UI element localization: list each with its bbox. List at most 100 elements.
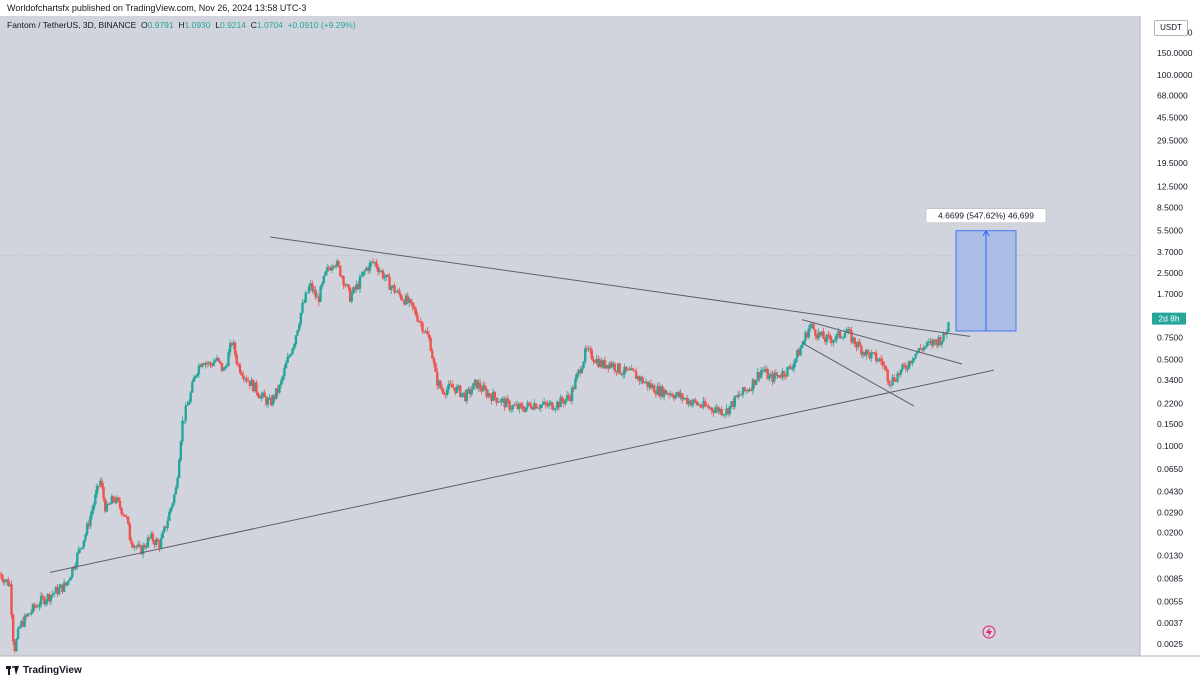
candle-body — [347, 284, 350, 288]
candle-body — [874, 352, 878, 361]
candle-body — [886, 369, 889, 382]
candle-body — [457, 385, 460, 387]
candle-body — [598, 360, 602, 367]
candle-body — [95, 485, 99, 495]
candle-body — [697, 404, 700, 406]
candle-body — [644, 381, 648, 383]
candle-body — [559, 397, 562, 408]
candle-body — [251, 379, 255, 392]
candle-body — [733, 395, 736, 407]
candle-body — [148, 537, 151, 539]
candle-body — [620, 373, 623, 375]
high-label: H — [178, 20, 185, 30]
candle-body — [322, 275, 326, 283]
candle-body — [122, 514, 125, 515]
candle-body — [902, 364, 906, 366]
candle-body — [552, 409, 556, 411]
candle-body — [523, 409, 526, 412]
candle-body — [551, 402, 554, 410]
candle-body — [154, 539, 158, 546]
candle-body — [357, 284, 360, 289]
candle-body — [242, 375, 245, 379]
candle-body — [605, 365, 608, 369]
time-tick-label: Apr — [1013, 661, 1026, 662]
candle-body — [159, 538, 163, 548]
candle-body — [49, 595, 53, 602]
candle-body — [462, 392, 465, 394]
candle-body — [77, 548, 81, 554]
candle-body — [741, 387, 745, 395]
trendline-wedge-upper — [801, 319, 963, 365]
time-tick-label: Apr — [813, 661, 826, 662]
candle-body — [311, 283, 314, 292]
candle-body — [718, 408, 722, 413]
publisher-header: Worldofchartsfx published on TradingView… — [0, 0, 1200, 16]
symbol-title: Fantom / TetherUS, 3D, BINANCE — [7, 20, 137, 30]
candle-body — [320, 282, 324, 287]
candle-body — [791, 368, 794, 370]
candle-body — [939, 337, 942, 345]
candle-body — [378, 270, 381, 272]
time-tick-label: Oct — [113, 661, 127, 662]
candle-body — [807, 328, 810, 338]
candle-body — [929, 341, 932, 343]
candle-body — [174, 487, 178, 495]
currency-selector[interactable]: USDT — [1154, 20, 1188, 36]
candle-body — [630, 368, 633, 371]
candle-body — [225, 366, 229, 367]
candle-body — [947, 322, 950, 332]
candle-body — [373, 261, 376, 263]
candle-body — [21, 621, 25, 627]
candle-body — [539, 404, 543, 409]
candle-body — [26, 613, 30, 617]
candle-body — [429, 338, 432, 351]
price-tick-label: 8.5000 — [1157, 202, 1183, 212]
candle-body — [625, 366, 628, 371]
candle-body — [820, 331, 824, 336]
candle-body — [353, 287, 357, 290]
candle-body — [912, 358, 916, 361]
candle-body — [140, 546, 143, 555]
candle-body — [835, 334, 838, 340]
candle-body — [34, 606, 38, 608]
measure-label-box — [925, 208, 1047, 224]
candle-body — [80, 547, 84, 549]
time-tick-label: Apr — [613, 661, 626, 662]
time-tick-label: Jul — [665, 661, 676, 662]
candle-body — [766, 368, 769, 380]
candle-body — [819, 332, 822, 336]
candle-body — [672, 396, 676, 399]
candle-body — [39, 595, 43, 605]
candle-body — [722, 414, 725, 416]
candle-body — [133, 546, 136, 548]
candle-body — [800, 344, 804, 348]
candle-body — [759, 370, 763, 378]
tradingview-logo[interactable]: TradingView — [6, 665, 82, 676]
candle-body — [896, 373, 899, 382]
candle-body — [868, 352, 871, 359]
candle-body — [575, 373, 579, 379]
candle-body — [656, 386, 659, 395]
candle-body — [36, 606, 40, 608]
candle-body — [776, 375, 779, 376]
candle-body — [465, 390, 469, 402]
price-tick-label: 2.5000 — [1157, 268, 1183, 278]
candle-body — [62, 582, 66, 592]
candle-body — [473, 379, 477, 383]
price-tick-label: 19.5000 — [1157, 158, 1188, 168]
candle-body — [69, 577, 72, 581]
trendline-wedge-lower — [801, 342, 915, 407]
candle-body — [740, 394, 743, 396]
current-price-tag-label: 2d 8h — [1158, 314, 1180, 324]
time-tick-label: 2025 — [961, 661, 980, 662]
candle-body — [87, 523, 90, 527]
candle-body — [66, 581, 69, 586]
open-label: O — [141, 20, 148, 30]
candle-body — [365, 267, 368, 271]
chart-canvas[interactable]: 220.0000150.0000100.000068.000045.500029… — [0, 16, 1200, 662]
candle-body — [250, 379, 253, 386]
candle-body — [493, 391, 496, 398]
candle-body — [454, 387, 457, 393]
candle-body — [289, 354, 293, 356]
candle-body — [7, 579, 10, 587]
